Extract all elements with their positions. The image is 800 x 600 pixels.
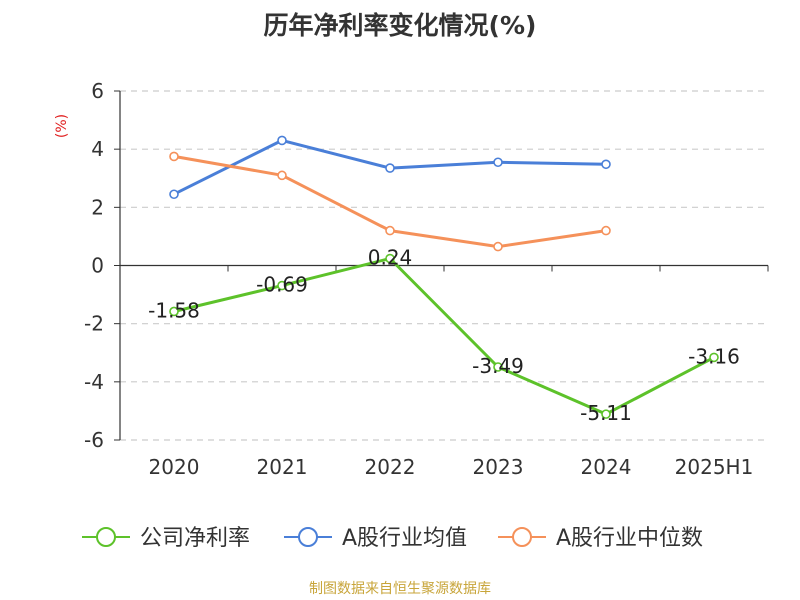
y-tick-label: 2 <box>91 195 104 219</box>
data-point <box>493 157 503 168</box>
y-tick-label: -4 <box>84 370 104 394</box>
x-tick-label: 2024 <box>581 455 632 479</box>
data-point <box>709 352 719 363</box>
data-point <box>277 135 287 146</box>
data-point <box>601 225 611 236</box>
data-point <box>169 151 179 162</box>
y-axis-label: (%) <box>54 114 70 138</box>
line-chart: 6 4 2 0 -2 -4 -6 2020 2021 2022 2023 2024 2025H1 (%) -… <box>54 79 769 551</box>
x-tick-label: 2022 <box>365 455 416 479</box>
x-tick-label: 2023 <box>473 455 524 479</box>
y-tick-label: 0 <box>91 254 104 278</box>
data-point <box>385 253 395 264</box>
y-tick-label: 6 <box>91 79 104 103</box>
data-label: -1.58 <box>148 298 200 322</box>
data-label: -0.69 <box>256 273 308 297</box>
data-point <box>385 163 395 173</box>
data-label: 0.24 <box>368 246 413 270</box>
data-point <box>385 225 395 236</box>
chart-title: 历年净利率变化情况(%) <box>263 11 537 40</box>
legend-marker <box>512 527 532 547</box>
data-label: -3.49 <box>472 354 524 378</box>
y-tick-label: -2 <box>84 312 104 336</box>
data-point <box>277 280 287 291</box>
data-point <box>493 362 503 372</box>
legend-label: 公司净利率 <box>140 526 250 551</box>
legend-marker <box>298 527 318 547</box>
data-label: -5.11 <box>580 401 632 425</box>
x-tick-label: 2021 <box>257 455 308 479</box>
legend-marker <box>96 527 116 547</box>
data-point <box>601 409 611 419</box>
legend-label: A股行业均值 <box>342 526 467 551</box>
data-point <box>169 306 179 317</box>
series-line <box>173 257 715 416</box>
y-tick-label: 4 <box>91 137 104 161</box>
legend-label: A股行业中位数 <box>556 526 703 551</box>
data-point <box>493 241 503 252</box>
x-tick-label: 2025H1 <box>675 455 754 479</box>
data-point <box>169 189 179 200</box>
data-label: -3.16 <box>688 344 740 368</box>
y-tick-label: -6 <box>84 428 104 452</box>
data-point <box>277 170 287 181</box>
data-source-note: 制图数据来自恒生聚源数据库 <box>309 581 491 597</box>
data-point <box>601 159 611 170</box>
x-tick-label: 2020 <box>149 455 200 479</box>
